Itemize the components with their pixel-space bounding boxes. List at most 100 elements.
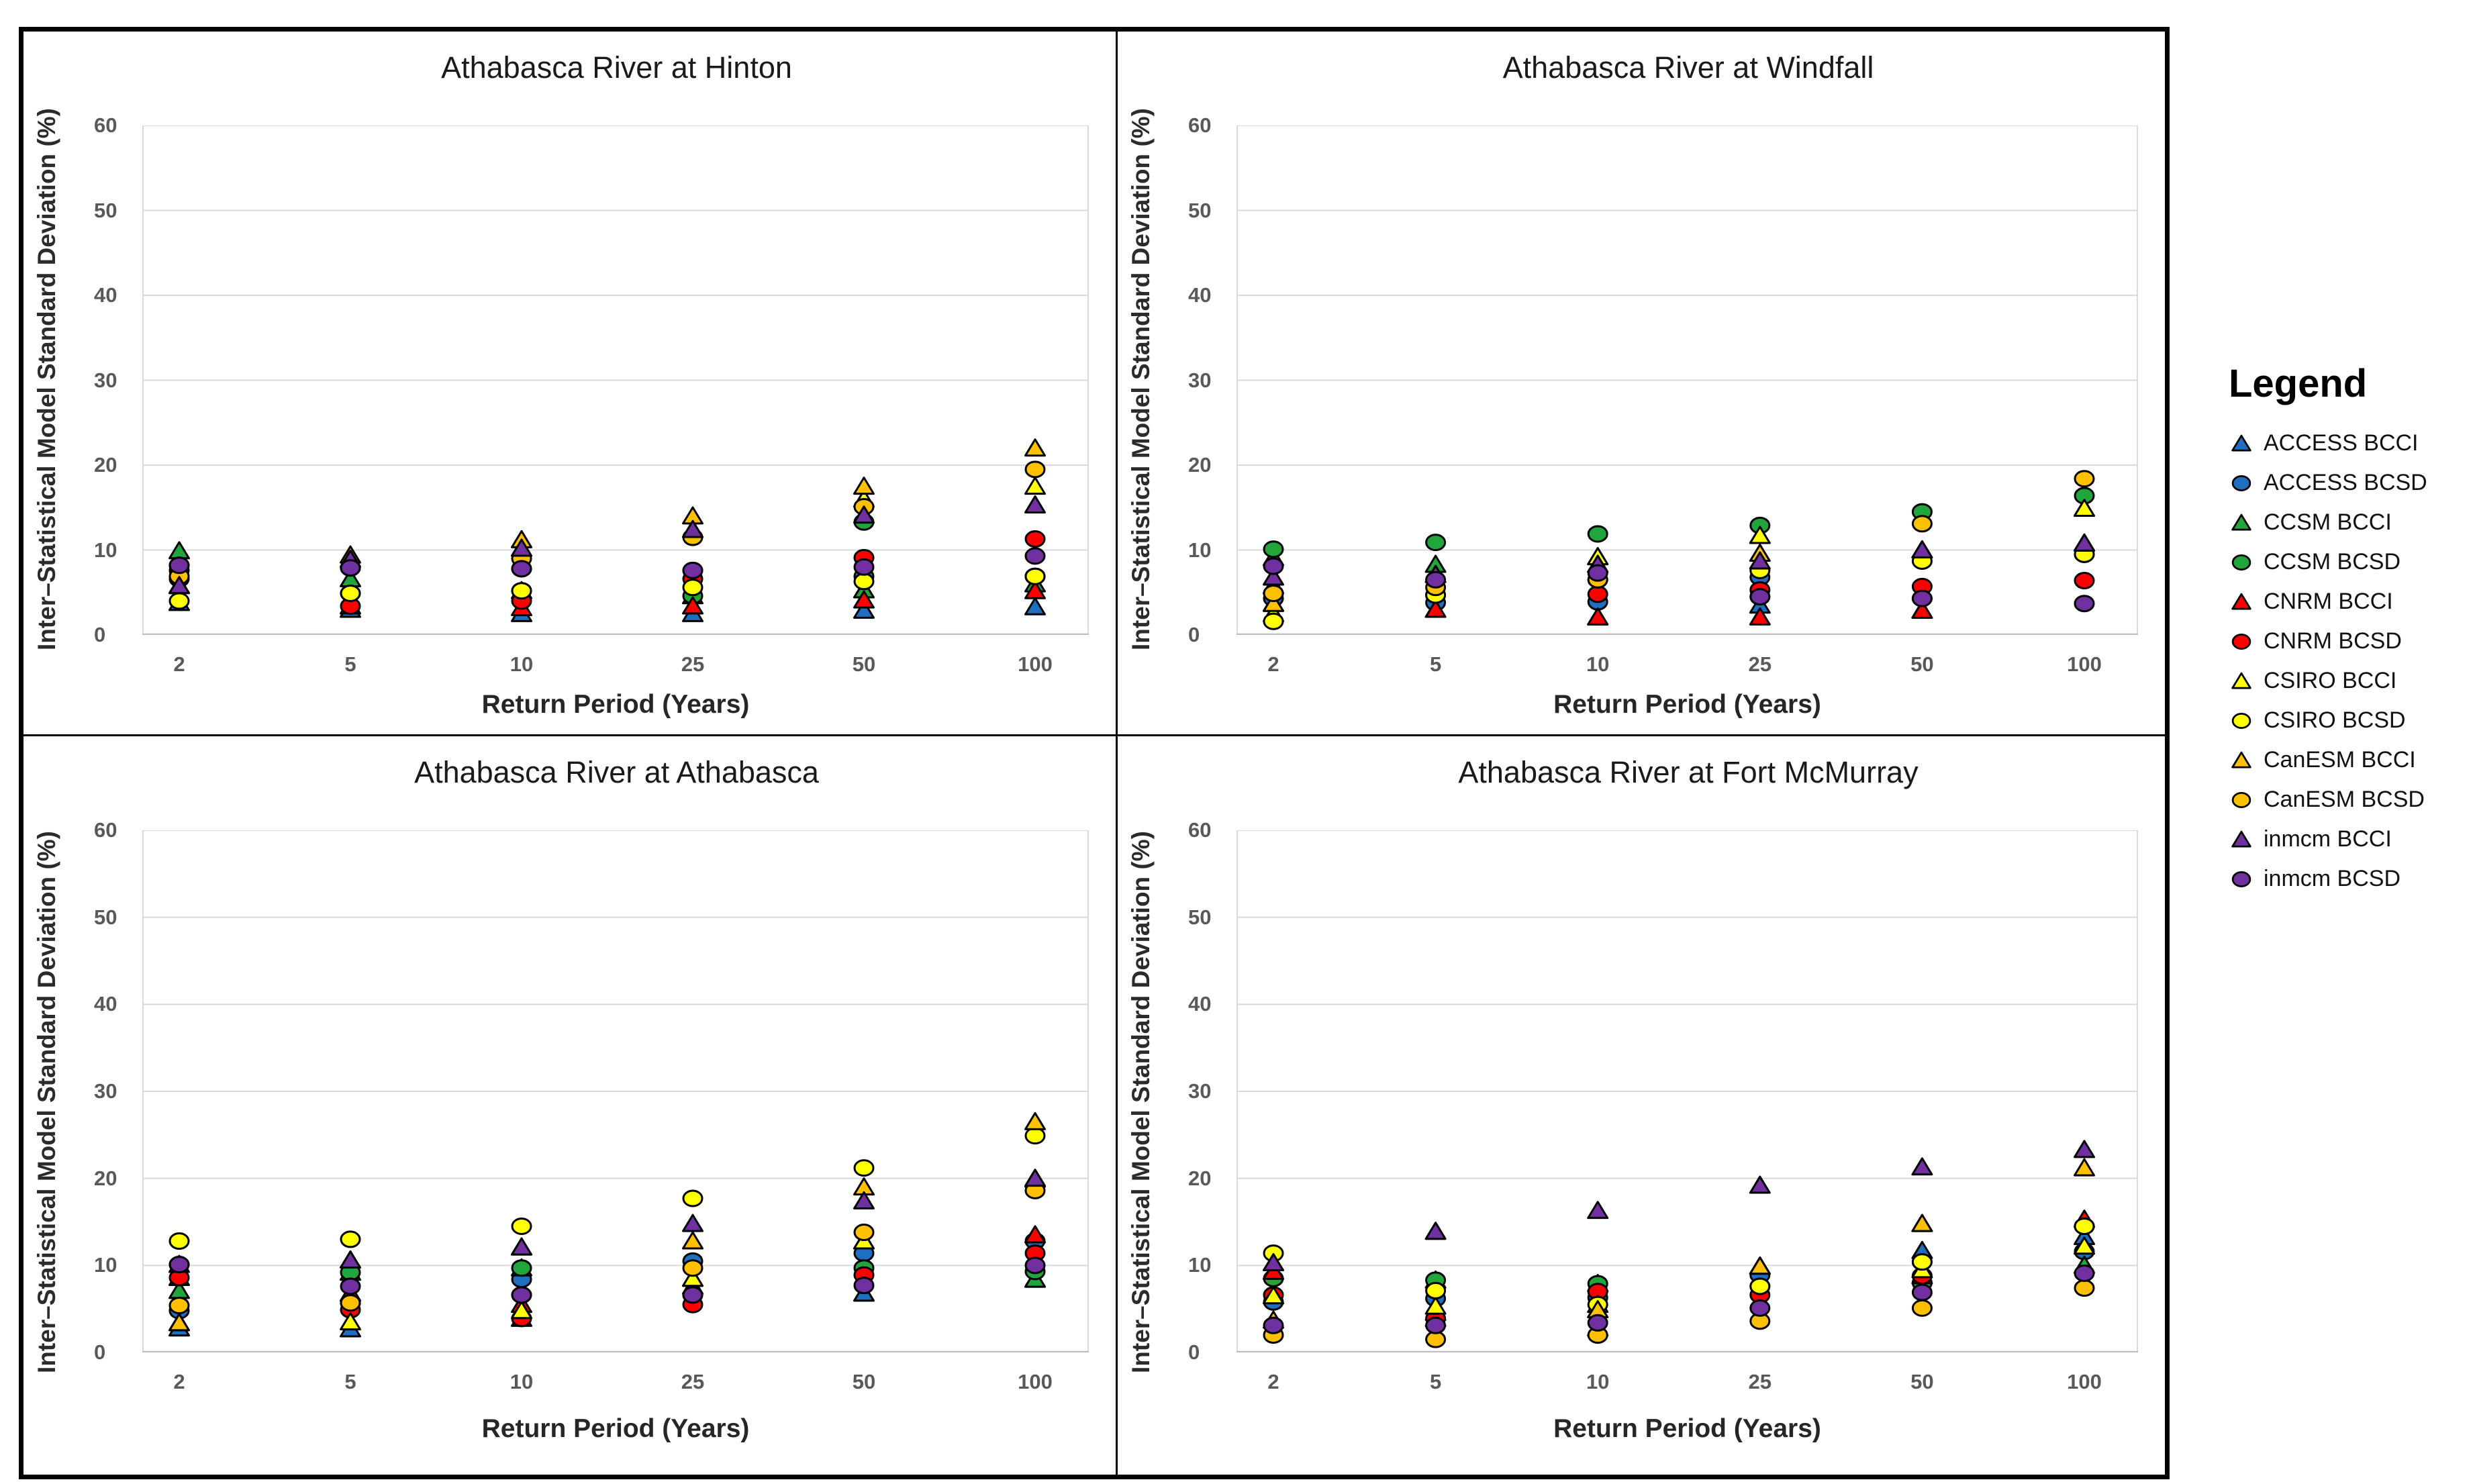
legend-item: inmcm BCCI: [2227, 826, 2473, 852]
data-point-triangle: [853, 505, 875, 524]
y-tick-label: 60: [1188, 113, 1212, 137]
y-tick-label: 0: [1188, 1340, 1200, 1364]
legend-item: CanESM BCCI: [2227, 747, 2473, 773]
data-point-circle: [1911, 515, 1933, 533]
y-tick-label: 60: [94, 113, 117, 137]
legend-items: ACCESS BCCI ACCESS BCSD CCSM BCCI CCSM BCSD…: [2227, 430, 2473, 892]
x-tick-label: 2: [1267, 652, 1279, 676]
data-point-triangle: [1024, 438, 1046, 457]
data-point-triangle: [682, 1269, 704, 1287]
legend-marker-shape: [2231, 712, 2251, 729]
data-point-triangle: [1911, 1214, 1933, 1232]
x-tick-label: 10: [510, 1370, 534, 1393]
y-tick-label: 30: [1188, 368, 1212, 392]
x-tick-label: 25: [681, 652, 705, 676]
legend-marker-shape: [2231, 554, 2251, 571]
y-tick-label: 10: [1188, 538, 1212, 562]
data-point-triangle: [340, 1250, 361, 1269]
data-point-circle: [1911, 589, 1933, 607]
data-point-triangle: [511, 1301, 532, 1320]
y-axis-label: Inter–Statistical Model Standard Deviati…: [1127, 831, 1155, 1373]
x-tick-label: 50: [1910, 1370, 1934, 1393]
data-point-triangle: [682, 1214, 704, 1232]
data-point-triangle: [511, 1237, 532, 1256]
data-point-circle: [1263, 1316, 1284, 1334]
x-tick-label: 25: [681, 1370, 705, 1393]
legend-item-label: CanESM BCSD: [2264, 787, 2425, 812]
legend-marker-shape: [2231, 791, 2251, 808]
data-point-triangle: [1587, 1201, 1609, 1220]
data-point-circle: [1749, 588, 1771, 606]
y-tick-label: 50: [1188, 198, 1212, 222]
x-tick-label: 5: [1429, 652, 1442, 676]
data-point-circle: [340, 1294, 361, 1312]
scatter-canvas: [1236, 126, 2138, 635]
data-point-circle: [2074, 1279, 2095, 1297]
panel-windfall: Athabasca River at Windfall Inter–Statis…: [1118, 32, 2165, 736]
data-point-circle: [682, 1189, 704, 1207]
scatter-canvas: [142, 830, 1089, 1352]
data-point-triangle: [1749, 1256, 1771, 1275]
panel-title: Athabasca River at Fort McMurray: [1458, 755, 1919, 789]
panel-grid: Athabasca River at Hinton Inter–Statisti…: [19, 27, 2170, 1479]
data-point-circle: [1911, 1253, 1933, 1271]
y-tick-label: 60: [94, 818, 117, 842]
legend-triangle-icon: [2231, 751, 2251, 768]
legend-item-label: CSIRO BCCI: [2264, 668, 2397, 693]
legend-item: CNRM BCSD: [2227, 628, 2473, 654]
data-point-circle: [1024, 567, 1046, 585]
data-point-circle: [682, 579, 704, 597]
data-point-triangle: [2074, 533, 2095, 552]
data-point-circle: [1911, 1299, 1933, 1317]
x-tick-label: 5: [344, 1370, 356, 1393]
x-tick-label: 100: [1018, 652, 1053, 676]
x-tick-label: 10: [1586, 652, 1610, 676]
legend-marker-shape: [2231, 633, 2251, 650]
data-point-circle: [1024, 1127, 1046, 1145]
data-point-triangle: [1749, 526, 1771, 544]
data-point-circle: [853, 573, 875, 591]
data-point-circle: [1263, 585, 1284, 603]
data-point-circle: [1024, 547, 1046, 565]
plot-area: [142, 830, 1089, 1352]
data-point-triangle: [1911, 540, 1933, 558]
data-point-triangle: [1024, 581, 1046, 599]
data-point-triangle: [853, 590, 875, 609]
legend-item-label: inmcm BCCI: [2264, 826, 2392, 852]
legend-circle-icon: [2231, 475, 2251, 491]
legend-item-label: ACCESS BCSD: [2264, 470, 2427, 495]
data-point-triangle: [1424, 1296, 1447, 1315]
legend-triangle-icon: [2231, 830, 2251, 847]
x-tick-label: 2: [173, 652, 185, 676]
legend-marker-shape: [2231, 513, 2251, 530]
x-tick-label: 5: [1429, 1370, 1442, 1393]
data-point-triangle: [1587, 607, 1609, 626]
y-tick-label: 50: [94, 198, 117, 222]
data-point-triangle: [1263, 593, 1284, 612]
legend-marker-shape: [2231, 871, 2251, 887]
data-point-triangle: [1024, 1111, 1046, 1130]
y-tick-label: 30: [1188, 1079, 1212, 1103]
panel-hinton: Athabasca River at Hinton Inter–Statisti…: [23, 32, 1118, 736]
x-tick-label: 5: [344, 652, 356, 676]
data-point-triangle: [1263, 567, 1284, 586]
legend-circle-icon: [2231, 554, 2251, 571]
data-point-circle: [168, 592, 190, 610]
y-tick-label: 10: [94, 538, 117, 562]
data-point-circle: [682, 1259, 704, 1277]
data-point-circle: [682, 561, 704, 579]
data-point-circle: [1263, 557, 1284, 575]
data-point-triangle: [1911, 600, 1933, 619]
y-axis-label: Inter–Statistical Model Standard Deviati…: [33, 108, 60, 651]
data-point-circle: [1425, 1316, 1447, 1334]
y-tick-label: 20: [94, 453, 117, 477]
y-axis-label: Inter–Statistical Model Standard Deviati…: [1127, 108, 1155, 651]
data-point-circle: [1587, 585, 1608, 603]
data-point-triangle: [1263, 1286, 1284, 1305]
y-tick-label: 40: [1188, 283, 1212, 307]
x-tick-label: 50: [852, 652, 876, 676]
x-tick-label: 50: [852, 1370, 876, 1393]
panel-title: Athabasca River at Windfall: [1502, 50, 1874, 85]
data-point-triangle: [1749, 607, 1771, 626]
